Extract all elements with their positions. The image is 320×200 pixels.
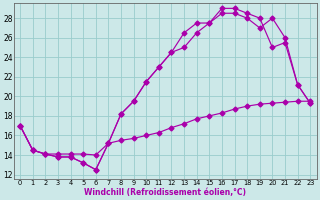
X-axis label: Windchill (Refroidissement éolien,°C): Windchill (Refroidissement éolien,°C): [84, 188, 246, 197]
